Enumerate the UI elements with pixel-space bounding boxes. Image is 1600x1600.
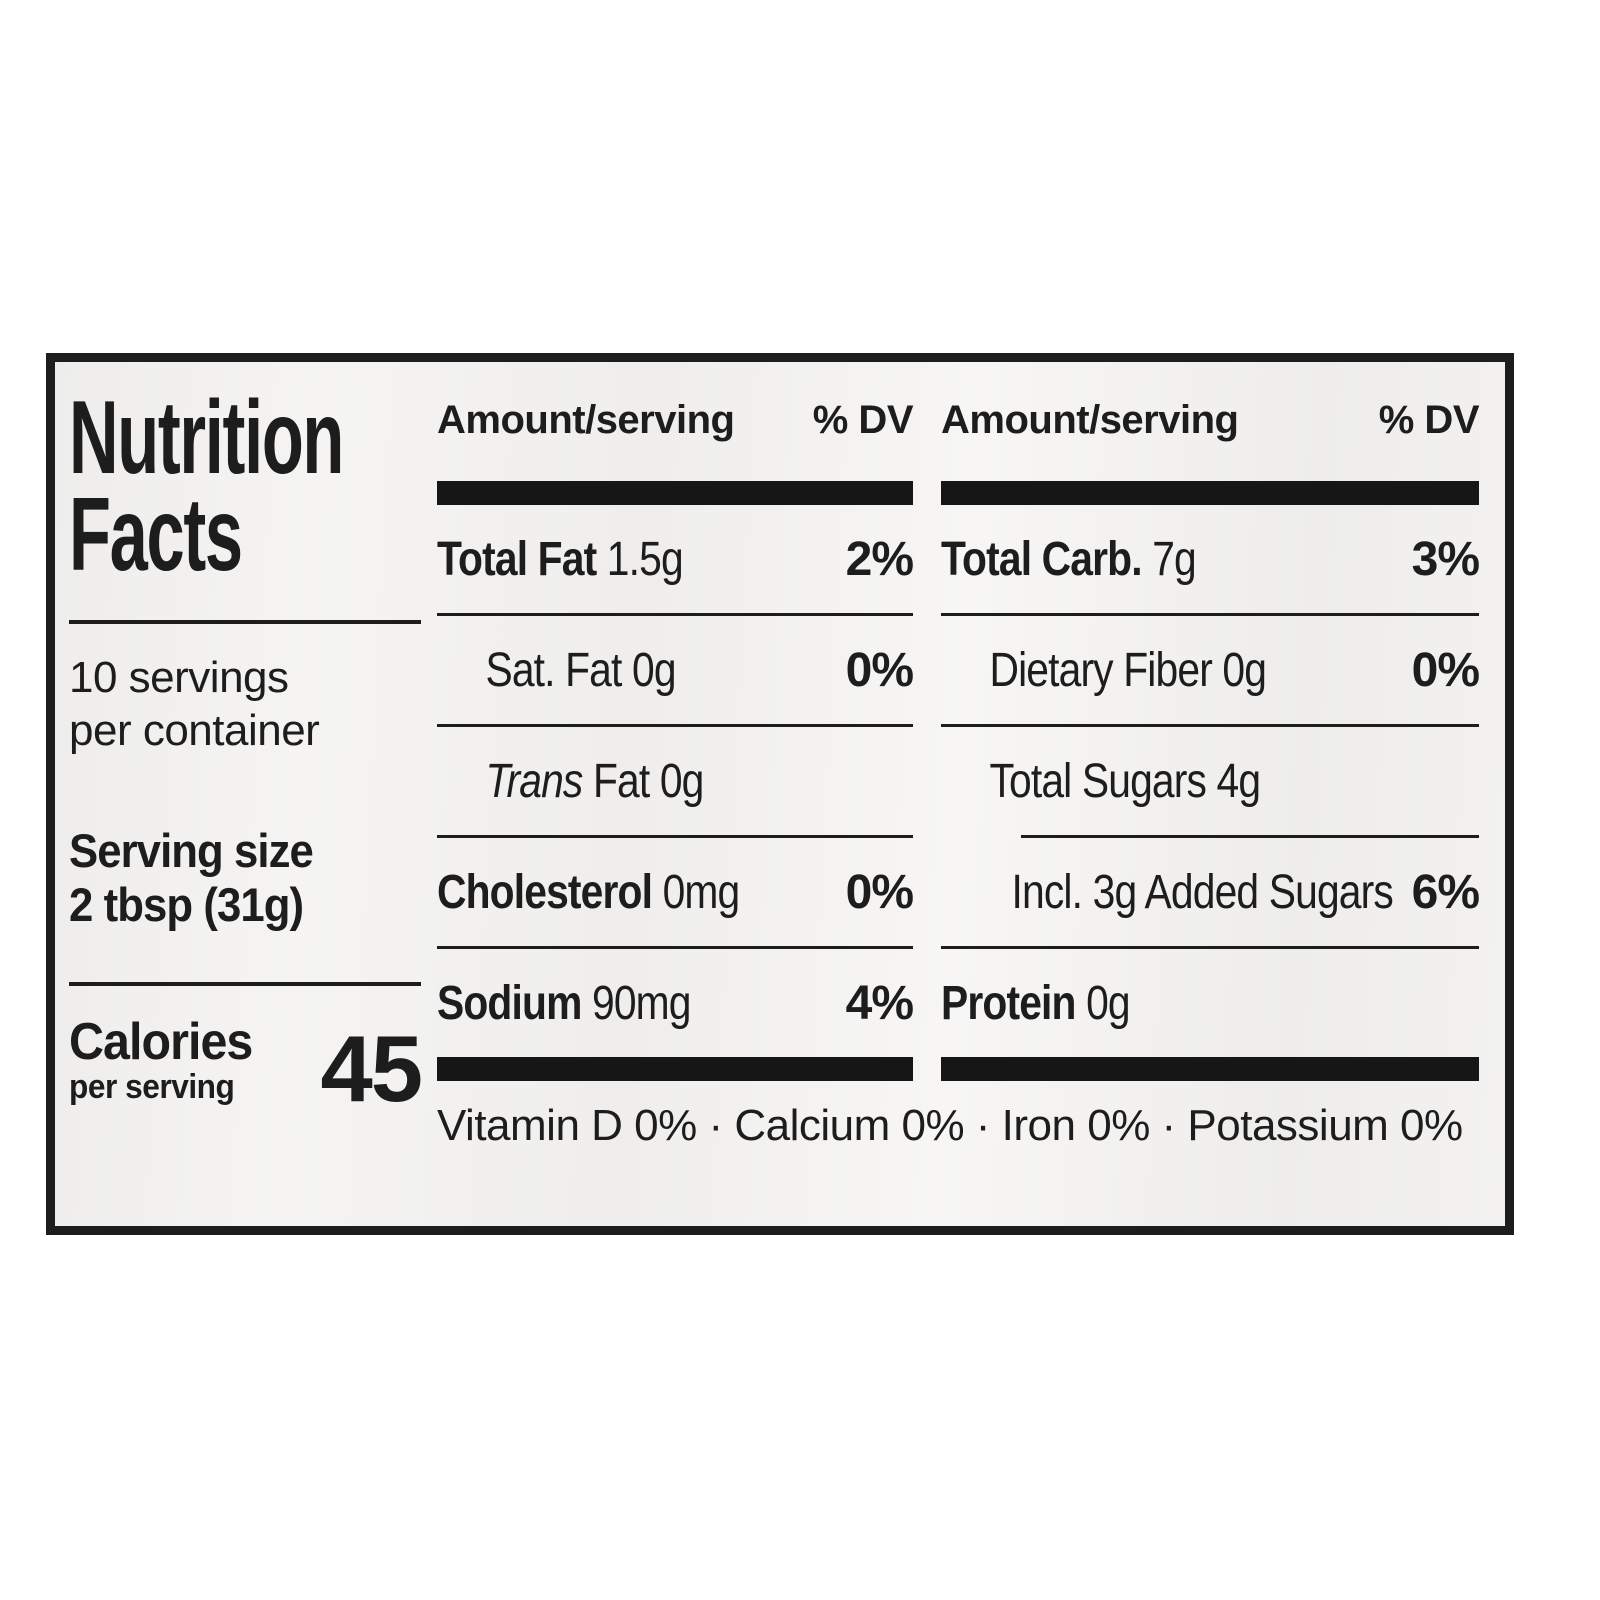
nutrient-name: Dietary Fiber 0g [989,643,1267,697]
servings-count: 10 servings [69,653,289,702]
row-divider [1021,835,1479,838]
nutrient-row: Cholesterol 0mg 0% [437,838,914,946]
label-title-line2: Facts [69,476,243,593]
nutrient-name: Total Carb. 7g [941,532,1197,586]
row-divider [941,613,1479,616]
calories-sublabel: per serving [69,1067,235,1106]
label-title: Nutrition Facts [69,380,344,593]
nutrient-dv: 0% [845,643,914,697]
nutrient-dv: 2% [845,532,914,586]
nutrition-facts-label: Nutrition Facts 10 servings per containe… [46,353,1514,1235]
row-divider [437,946,913,949]
nutrient-name: Protein 0g [941,976,1131,1030]
calories-label: Calories [69,1012,253,1071]
nutrient-name: Sat. Fat 0g [485,643,676,697]
nutrient-name: Sodium 90mg [437,976,691,1030]
label-title-line1: Nutrition [69,380,344,496]
servings-per-container: 10 servings per container [69,652,421,758]
vitamins-line: Vitamin D 0% · Calcium 0% · Iron 0% · Po… [437,1101,1463,1150]
nutrient-row: Total Fat 1.5g 2% [437,505,914,613]
calories-value: 45 [320,1015,423,1121]
nutrient-row: Dietary Fiber 0g 0% [941,616,1480,724]
nutrient-row: Sat. Fat 0g 0% [437,616,914,724]
divider [69,981,421,986]
calories-block: Calories per serving 45 [69,1015,423,1121]
nutrient-row: Incl. 3g Added Sugars 6% [941,838,1480,946]
facts-columns: Amount/serving % DV Total Fat 1.5g 2% Sat.… [437,362,1480,1081]
label-facts-area: Amount/serving % DV Total Fat 1.5g 2% Sat.… [437,362,1480,1226]
column-header-dv: % DV [1378,398,1480,442]
column-header: Amount/serving % DV [941,362,1480,443]
nutrient-dv: 6% [1411,865,1480,919]
nutrient-row: Protein 0g [941,949,1479,1057]
row-divider [437,613,913,616]
nutrient-rows: Total Carb. 7g 3% Dietary Fiber 0g 0% Total … [941,505,1480,1057]
column-header-amount: Amount/serving [437,398,735,442]
thick-divider-bar [941,1057,1479,1081]
nutrient-row: Total Carb. 7g 3% [941,505,1480,613]
nutrient-name: Total Fat 1.5g [437,532,684,586]
row-divider [437,724,913,727]
fact-column-fats: Amount/serving % DV Total Fat 1.5g 2% Sat.… [437,362,914,1081]
row-divider [941,724,1479,727]
thick-divider-bar [437,1057,913,1081]
serving-size-value: 2 tbsp (31g) [69,877,304,931]
nutrient-name: Total Sugars 4g [989,754,1261,808]
column-header-amount: Amount/serving [941,398,1239,442]
serving-size-label: Serving size [69,823,314,877]
nutrient-dv: 0% [1411,643,1480,697]
nutrient-name: Incl. 3g Added Sugars [1011,865,1394,919]
row-divider [941,946,1479,949]
calories-labels: Calories per serving [69,1016,266,1107]
nutrient-dv: 0% [845,865,914,919]
nutrient-row: Sodium 90mg 4% [437,949,914,1057]
fact-column-carbs: Amount/serving % DV Total Carb. 7g 3% Diet… [941,362,1480,1081]
nutrient-name: Trans Fat 0g [485,754,704,808]
nutrient-dv: 4% [845,976,914,1030]
nutrient-row: Total Sugars 4g [941,727,1479,835]
thick-divider-bar [437,481,913,505]
divider [69,620,421,624]
nutrient-row: Trans Fat 0g [437,727,913,835]
nutrient-dv: 3% [1411,532,1480,586]
nutrient-rows: Total Fat 1.5g 2% Sat. Fat 0g 0% Trans Fat 0… [437,505,914,1057]
column-header: Amount/serving % DV [437,362,914,443]
row-divider [437,835,913,838]
thick-divider-bar [941,481,1479,505]
servings-unit: per container [69,705,320,755]
label-left-column: Nutrition Facts 10 servings per containe… [69,362,423,1226]
nutrient-name: Cholesterol 0mg [437,865,740,919]
column-header-dv: % DV [812,398,914,442]
serving-size: Serving size 2 tbsp (31g) [69,824,396,932]
